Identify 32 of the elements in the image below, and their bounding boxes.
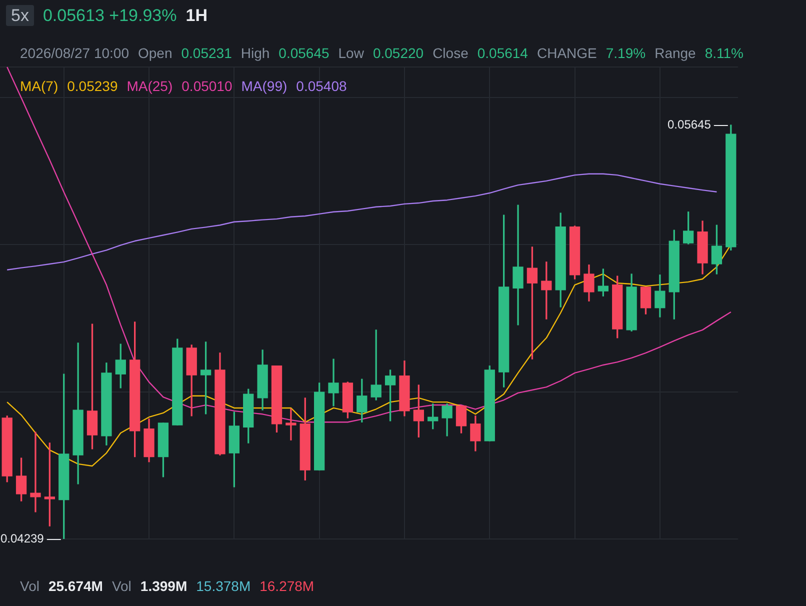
text: Low [338,45,364,61]
text: 16.278M [260,578,314,594]
annotation: 0.04239 [0,531,44,546]
text: MA(7) [20,78,58,94]
text: 0.05220 [372,45,424,61]
annotation: 0.05645 [668,117,712,132]
text: 0.05231 [181,45,232,61]
text: 1.399M [140,578,188,594]
text: Vol [20,578,40,594]
text: 5x [6,5,34,26]
text: Range [654,45,696,61]
text: High [240,45,270,61]
text: 0.05239 [67,78,118,94]
text: Vol [112,578,132,594]
text: MA(25) [126,78,173,94]
text: 0.05614 [477,45,528,61]
text: 15.378M [196,578,251,594]
text: 2026/08/27 10:00 [20,45,129,61]
text: 7.19% [606,45,646,61]
text: 0.05010 [182,78,232,94]
text: 8.11% [704,45,744,61]
text: MA(99) [241,78,288,94]
text: CHANGE [536,45,597,61]
candlestick [286,408,296,440]
text: 0.05645 [278,45,330,61]
text: Open [138,45,172,61]
candlestick [44,442,56,526]
text: Close [432,45,468,61]
text: 25.674M [48,578,103,594]
text: 0.05408 [296,78,347,94]
text: 1H [186,6,208,25]
text: 0.05613 +19.93% [42,6,177,25]
